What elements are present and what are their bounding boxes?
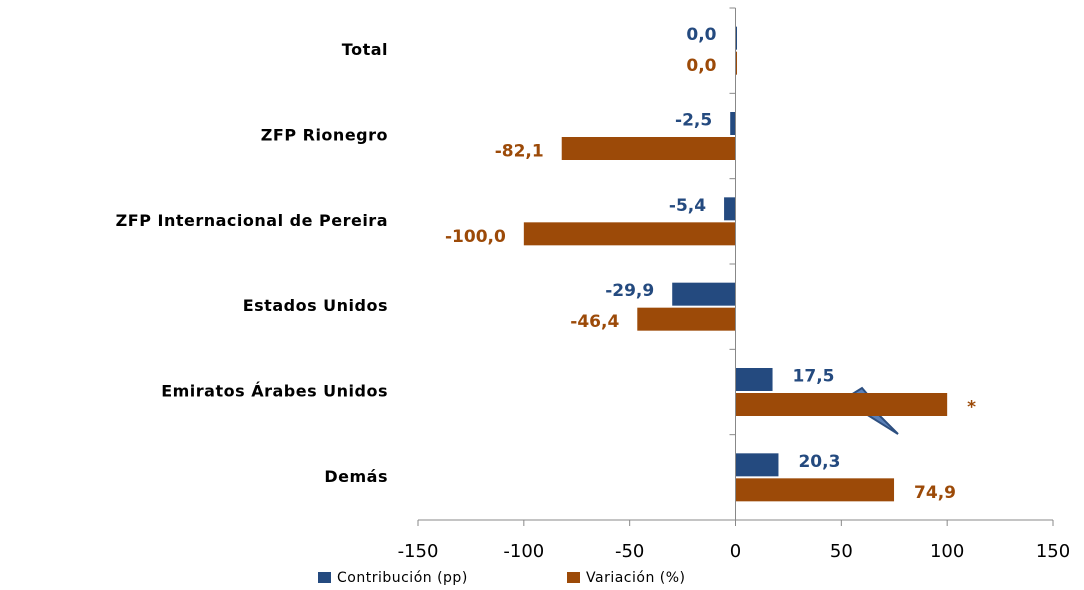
category-label: Estados Unidos: [243, 296, 388, 315]
category-label: ZFP Internacional de Pereira: [116, 211, 388, 230]
legend-swatch: [318, 572, 331, 583]
bar: [735, 368, 773, 391]
bar: [637, 307, 736, 331]
bar: [735, 51, 737, 75]
x-tick-label: 0: [730, 541, 741, 562]
bar: [523, 222, 736, 246]
x-tick-label: 100: [930, 541, 964, 562]
bar: [735, 478, 895, 502]
value-label: -5,4: [669, 196, 706, 216]
value-label: -46,4: [570, 312, 619, 332]
x-tick-label: -150: [398, 541, 439, 562]
bar: [561, 137, 736, 160]
category-label: Demás: [324, 467, 388, 486]
value-label: -82,1: [495, 142, 544, 162]
legend-label: Contribución (pp): [337, 570, 468, 586]
value-label: -100,0: [445, 227, 506, 247]
x-tick-label: 50: [830, 541, 853, 562]
value-label: 17,5: [793, 367, 835, 387]
value-label: -29,9: [605, 281, 654, 301]
legend-label: Variación (%): [586, 570, 686, 586]
bar: [724, 197, 736, 221]
value-label: 0,0: [686, 56, 716, 76]
x-tick-label: -100: [503, 541, 544, 562]
category-label: ZFP Rionegro: [261, 126, 388, 145]
category-label: Emiratos Árabes Unidos: [161, 382, 388, 401]
x-tick-label: -50: [615, 541, 644, 562]
bar: [672, 282, 736, 306]
category-label: Total: [342, 40, 388, 59]
value-label: 0,0: [686, 25, 716, 45]
bar: [735, 393, 948, 416]
bar: [735, 26, 737, 50]
value-label: 20,3: [798, 452, 840, 472]
bar: [730, 112, 736, 135]
bar: [735, 453, 779, 477]
legend-swatch: [567, 572, 580, 583]
x-tick-label: 150: [1036, 541, 1070, 562]
value-label: *: [967, 398, 976, 418]
value-label: -2,5: [675, 111, 712, 131]
value-label: 74,9: [914, 483, 956, 503]
